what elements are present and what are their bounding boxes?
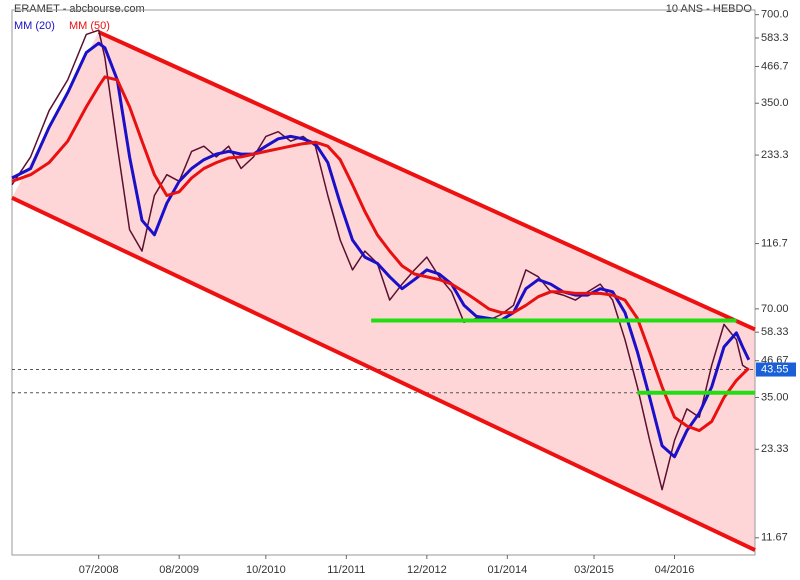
x-tick-label: 03/2015 [574, 564, 614, 576]
last-price-tag [756, 362, 796, 377]
last-price-label: 43.55 [761, 363, 789, 375]
plot-frame [11, 9, 756, 556]
y-tick-label: 350.0 [761, 97, 789, 109]
price-line [11, 29, 750, 491]
y-tick-label: 23.33 [761, 443, 789, 455]
y-tick-label: 11.67 [761, 532, 788, 544]
chart-subtitle: 10 ANS - HEBDO [666, 3, 753, 15]
y-tick-label: 116.7 [761, 237, 788, 249]
ma-line [11, 41, 751, 459]
y-tick-label: 233.3 [761, 149, 789, 161]
chart-title: ERAMET - abcbourse.com [14, 3, 145, 15]
channel-line [11, 195, 756, 552]
x-tick-label: 10/2010 [246, 564, 286, 576]
x-tick-label: 01/2014 [487, 564, 527, 576]
y-tick-label: 466.7 [761, 60, 789, 72]
ma-line [11, 75, 750, 433]
x-tick-label: 11/2011 [327, 564, 365, 576]
y-tick-label: 58.33 [761, 326, 789, 338]
channel-line [97, 30, 756, 332]
legend-label: MM (20) [14, 20, 55, 32]
x-tick-label: 07/2008 [79, 564, 119, 576]
y-tick-label: 700.0 [761, 9, 789, 21]
channel-fill [12, 32, 755, 551]
legend-label: MM (50) [69, 20, 110, 32]
x-tick-label: 04/2016 [655, 564, 695, 576]
x-tick-label: 12/2012 [407, 564, 447, 576]
x-tick-label: 08/2009 [159, 564, 199, 576]
y-tick-label: 583.3 [761, 32, 789, 44]
y-tick-label: 35.00 [761, 391, 789, 403]
y-tick-label: 70.00 [761, 303, 789, 315]
